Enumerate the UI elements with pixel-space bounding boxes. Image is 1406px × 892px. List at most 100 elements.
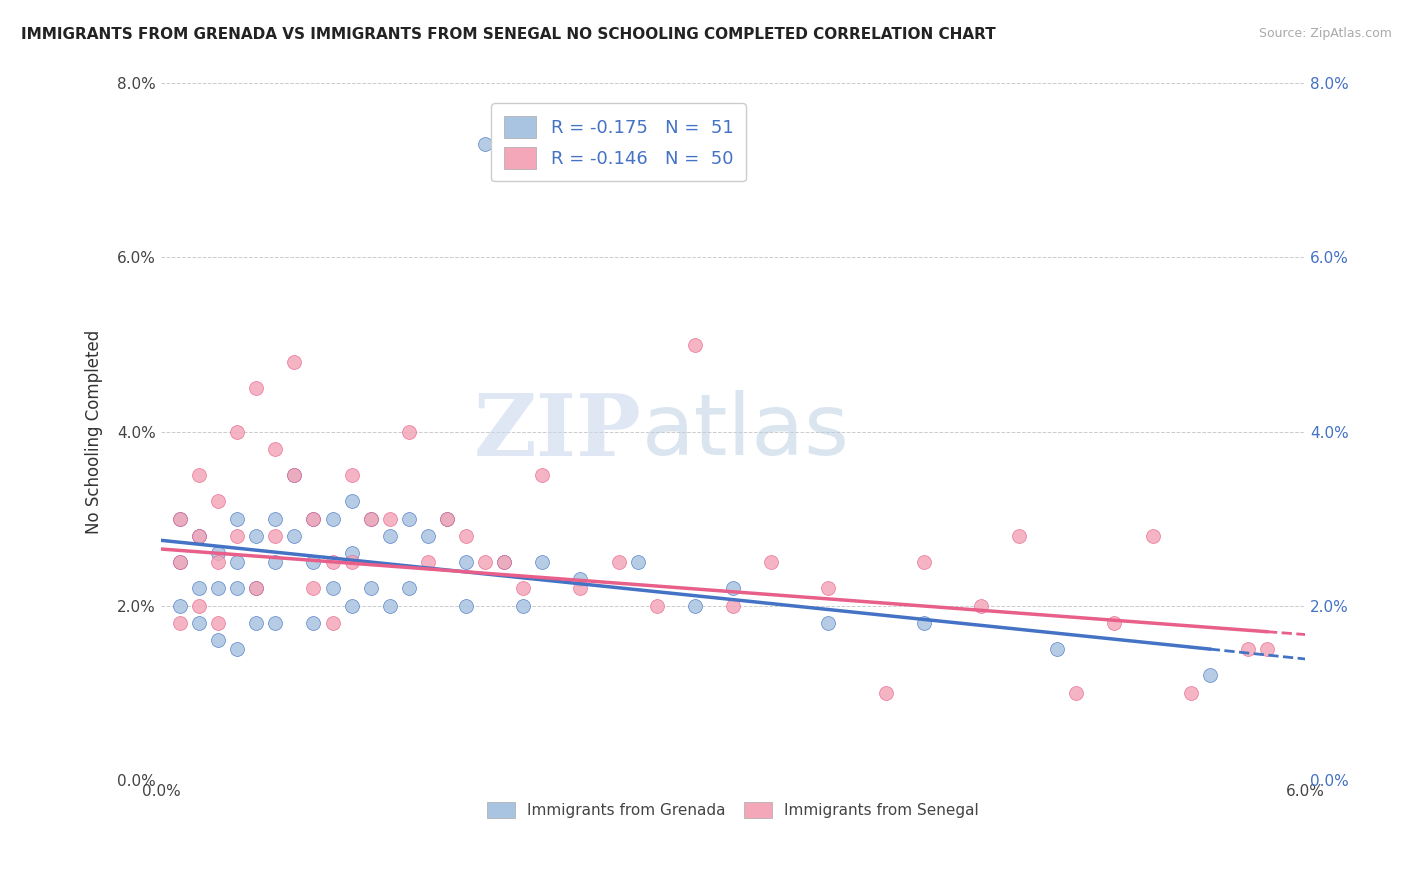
Point [340,494,363,508]
Point [226,581,249,595]
Point [245,615,267,630]
Point [169,555,191,569]
Point [188,529,211,543]
Point [302,615,325,630]
Point [416,529,439,543]
Point [207,615,229,630]
Text: ZIP: ZIP [474,390,641,474]
Point [569,581,592,595]
Point [188,615,211,630]
Point [245,581,267,595]
Point [627,555,650,569]
Point [283,355,305,369]
Point [360,511,382,525]
Point [721,581,744,595]
Point [245,529,267,543]
Point [1180,685,1202,699]
Point [322,615,344,630]
Point [226,529,249,543]
Point [169,615,191,630]
Point [970,599,993,613]
Point [531,468,554,483]
Point [322,555,344,569]
Point [1198,668,1220,682]
Point [474,555,496,569]
Point [207,555,229,569]
Point [1256,642,1278,657]
Point [416,555,439,569]
Point [207,546,229,560]
Point [188,581,211,595]
Point [569,573,592,587]
Point [360,581,382,595]
Point [264,555,287,569]
Point [494,555,516,569]
Y-axis label: No Schooling Completed: No Schooling Completed [86,329,103,533]
Point [512,599,534,613]
Point [1008,529,1031,543]
Point [188,599,211,613]
Point [398,581,420,595]
Point [454,555,477,569]
Point [683,337,706,351]
Point [1104,615,1126,630]
Point [283,468,305,483]
Point [512,581,534,595]
Point [322,581,344,595]
Point [226,425,249,439]
Point [283,529,305,543]
Point [817,615,839,630]
Point [169,555,191,569]
Point [207,581,229,595]
Point [340,546,363,560]
Point [340,468,363,483]
Point [322,511,344,525]
Point [302,581,325,595]
Point [340,555,363,569]
Point [436,511,458,525]
Point [683,599,706,613]
Point [169,599,191,613]
Point [531,555,554,569]
Point [340,599,363,613]
Point [721,599,744,613]
Point [1064,685,1087,699]
Text: Source: ZipAtlas.com: Source: ZipAtlas.com [1258,27,1392,40]
Point [245,581,267,595]
Point [378,511,401,525]
Point [607,555,630,569]
Point [378,529,401,543]
Point [245,381,267,395]
Point [169,511,191,525]
Point [436,511,458,525]
Point [264,511,287,525]
Text: IMMIGRANTS FROM GRENADA VS IMMIGRANTS FROM SENEGAL NO SCHOOLING COMPLETED CORREL: IMMIGRANTS FROM GRENADA VS IMMIGRANTS FR… [21,27,995,42]
Point [207,494,229,508]
Point [188,529,211,543]
Point [302,511,325,525]
Point [398,425,420,439]
Point [169,511,191,525]
Point [1237,642,1260,657]
Point [398,511,420,525]
Point [188,468,211,483]
Point [302,511,325,525]
Point [1142,529,1164,543]
Point [817,581,839,595]
Point [283,468,305,483]
Point [474,137,496,152]
Point [264,442,287,456]
Text: atlas: atlas [641,390,849,473]
Point [264,615,287,630]
Point [494,555,516,569]
Point [454,599,477,613]
Point [302,555,325,569]
Point [378,599,401,613]
Point [264,529,287,543]
Point [875,685,897,699]
Point [1046,642,1069,657]
Point [226,555,249,569]
Point [912,615,935,630]
Point [226,511,249,525]
Point [207,633,229,648]
